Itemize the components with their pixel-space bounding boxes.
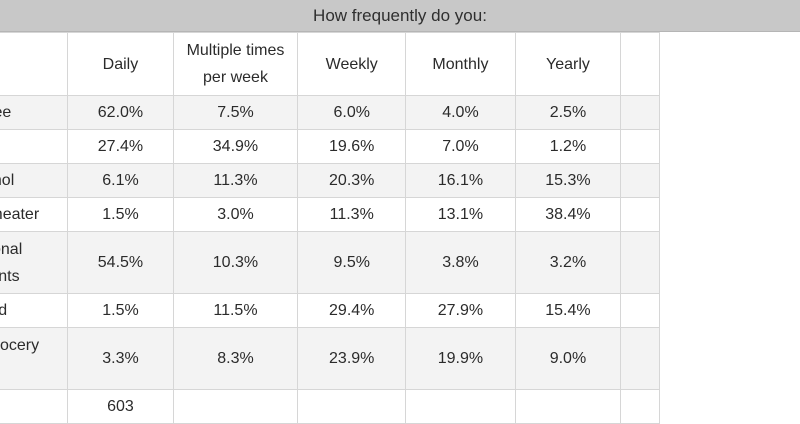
banner-title: How frequently do you: — [313, 5, 487, 25]
cell-yearly: 38.4% — [514, 197, 622, 232]
cell-yearly: 2.5% — [514, 95, 622, 130]
cell-daily: 54.5% — [67, 231, 174, 294]
header-monthly: Monthly — [405, 32, 516, 96]
cell-yearly: 3.2% — [514, 231, 622, 294]
cell-extra — [620, 129, 660, 164]
cell-extra — [620, 163, 660, 198]
cell-monthly: 4.0% — [405, 95, 516, 130]
table-banner: How frequently do you: — [0, 0, 800, 32]
cell-weekly: 6.0% — [297, 95, 407, 130]
cell-weekly: 20.3% — [297, 163, 407, 198]
header-activity: ty — [0, 32, 69, 96]
cell-weekly: 19.6% — [297, 129, 407, 164]
table-row: food 1.5% 11.5% 29.4% 27.9% 15.4% — [0, 293, 660, 328]
cell-daily: 1.5% — [67, 293, 174, 328]
cell-weekly: 23.9% — [297, 327, 407, 390]
cell-multiple: 3.0% — [172, 197, 299, 232]
cell-extra — [620, 231, 660, 294]
cell-daily: 3.3% — [67, 327, 174, 390]
cell-monthly: 27.9% — [405, 293, 516, 328]
cell-weekly: 11.3% — [297, 197, 407, 232]
row-label: r grocery ry — [0, 327, 69, 390]
total-weekly — [297, 389, 407, 424]
header-multiple-times-per-week: Multiple times per week — [172, 32, 299, 96]
table-row: ctional ments 54.5% 10.3% 9.5% 3.8% 3.2% — [0, 231, 660, 294]
table-row: cohol 6.1% 11.3% 20.3% 16.1% 15.3% — [0, 163, 660, 198]
total-row: 603 — [0, 389, 660, 424]
cell-yearly: 1.2% — [514, 129, 622, 164]
table-row: r grocery ry 3.3% 8.3% 23.9% 19.9% 9.0% — [0, 327, 660, 390]
cell-yearly: 9.0% — [514, 327, 622, 390]
header-row: ty Daily Multiple times per week Weekly … — [0, 32, 660, 96]
header-weekly: Weekly — [297, 32, 407, 96]
cell-weekly: 29.4% — [297, 293, 407, 328]
table-row: offee 62.0% 7.5% 6.0% 4.0% 2.5% — [0, 95, 660, 130]
row-label: e theater — [0, 197, 69, 232]
total-yearly — [514, 389, 622, 424]
cell-multiple: 8.3% — [172, 327, 299, 390]
row-label: ctional ments — [0, 231, 69, 294]
cell-multiple: 10.3% — [172, 231, 299, 294]
cell-extra — [620, 95, 660, 130]
frequency-table: ty Daily Multiple times per week Weekly … — [0, 32, 660, 424]
cell-monthly: 3.8% — [405, 231, 516, 294]
cell-monthly: 7.0% — [405, 129, 516, 164]
cell-multiple: 34.9% — [172, 129, 299, 164]
cell-extra — [620, 327, 660, 390]
total-monthly — [405, 389, 516, 424]
header-yearly: Yearly — [514, 32, 622, 96]
row-label: se — [0, 129, 69, 164]
table-row: se 27.4% 34.9% 19.6% 7.0% 1.2% — [0, 129, 660, 164]
cell-yearly: 15.4% — [514, 293, 622, 328]
cell-weekly: 9.5% — [297, 231, 407, 294]
cell-extra — [620, 293, 660, 328]
cell-multiple: 11.3% — [172, 163, 299, 198]
cell-multiple: 7.5% — [172, 95, 299, 130]
total-multiple — [172, 389, 299, 424]
cell-daily: 6.1% — [67, 163, 174, 198]
header-daily: Daily — [67, 32, 174, 96]
row-label: cohol — [0, 163, 69, 198]
cell-daily: 62.0% — [67, 95, 174, 130]
row-label: offee — [0, 95, 69, 130]
row-label: food — [0, 293, 69, 328]
cell-daily: 27.4% — [67, 129, 174, 164]
cell-monthly: 13.1% — [405, 197, 516, 232]
cell-extra — [620, 197, 660, 232]
cell-multiple: 11.5% — [172, 293, 299, 328]
total-daily: 603 — [67, 389, 174, 424]
total-label — [0, 389, 69, 424]
total-extra — [620, 389, 660, 424]
table-row: e theater 1.5% 3.0% 11.3% 13.1% 38.4% — [0, 197, 660, 232]
cell-monthly: 19.9% — [405, 327, 516, 390]
cell-yearly: 15.3% — [514, 163, 622, 198]
cell-monthly: 16.1% — [405, 163, 516, 198]
header-extra — [620, 32, 660, 96]
cell-daily: 1.5% — [67, 197, 174, 232]
